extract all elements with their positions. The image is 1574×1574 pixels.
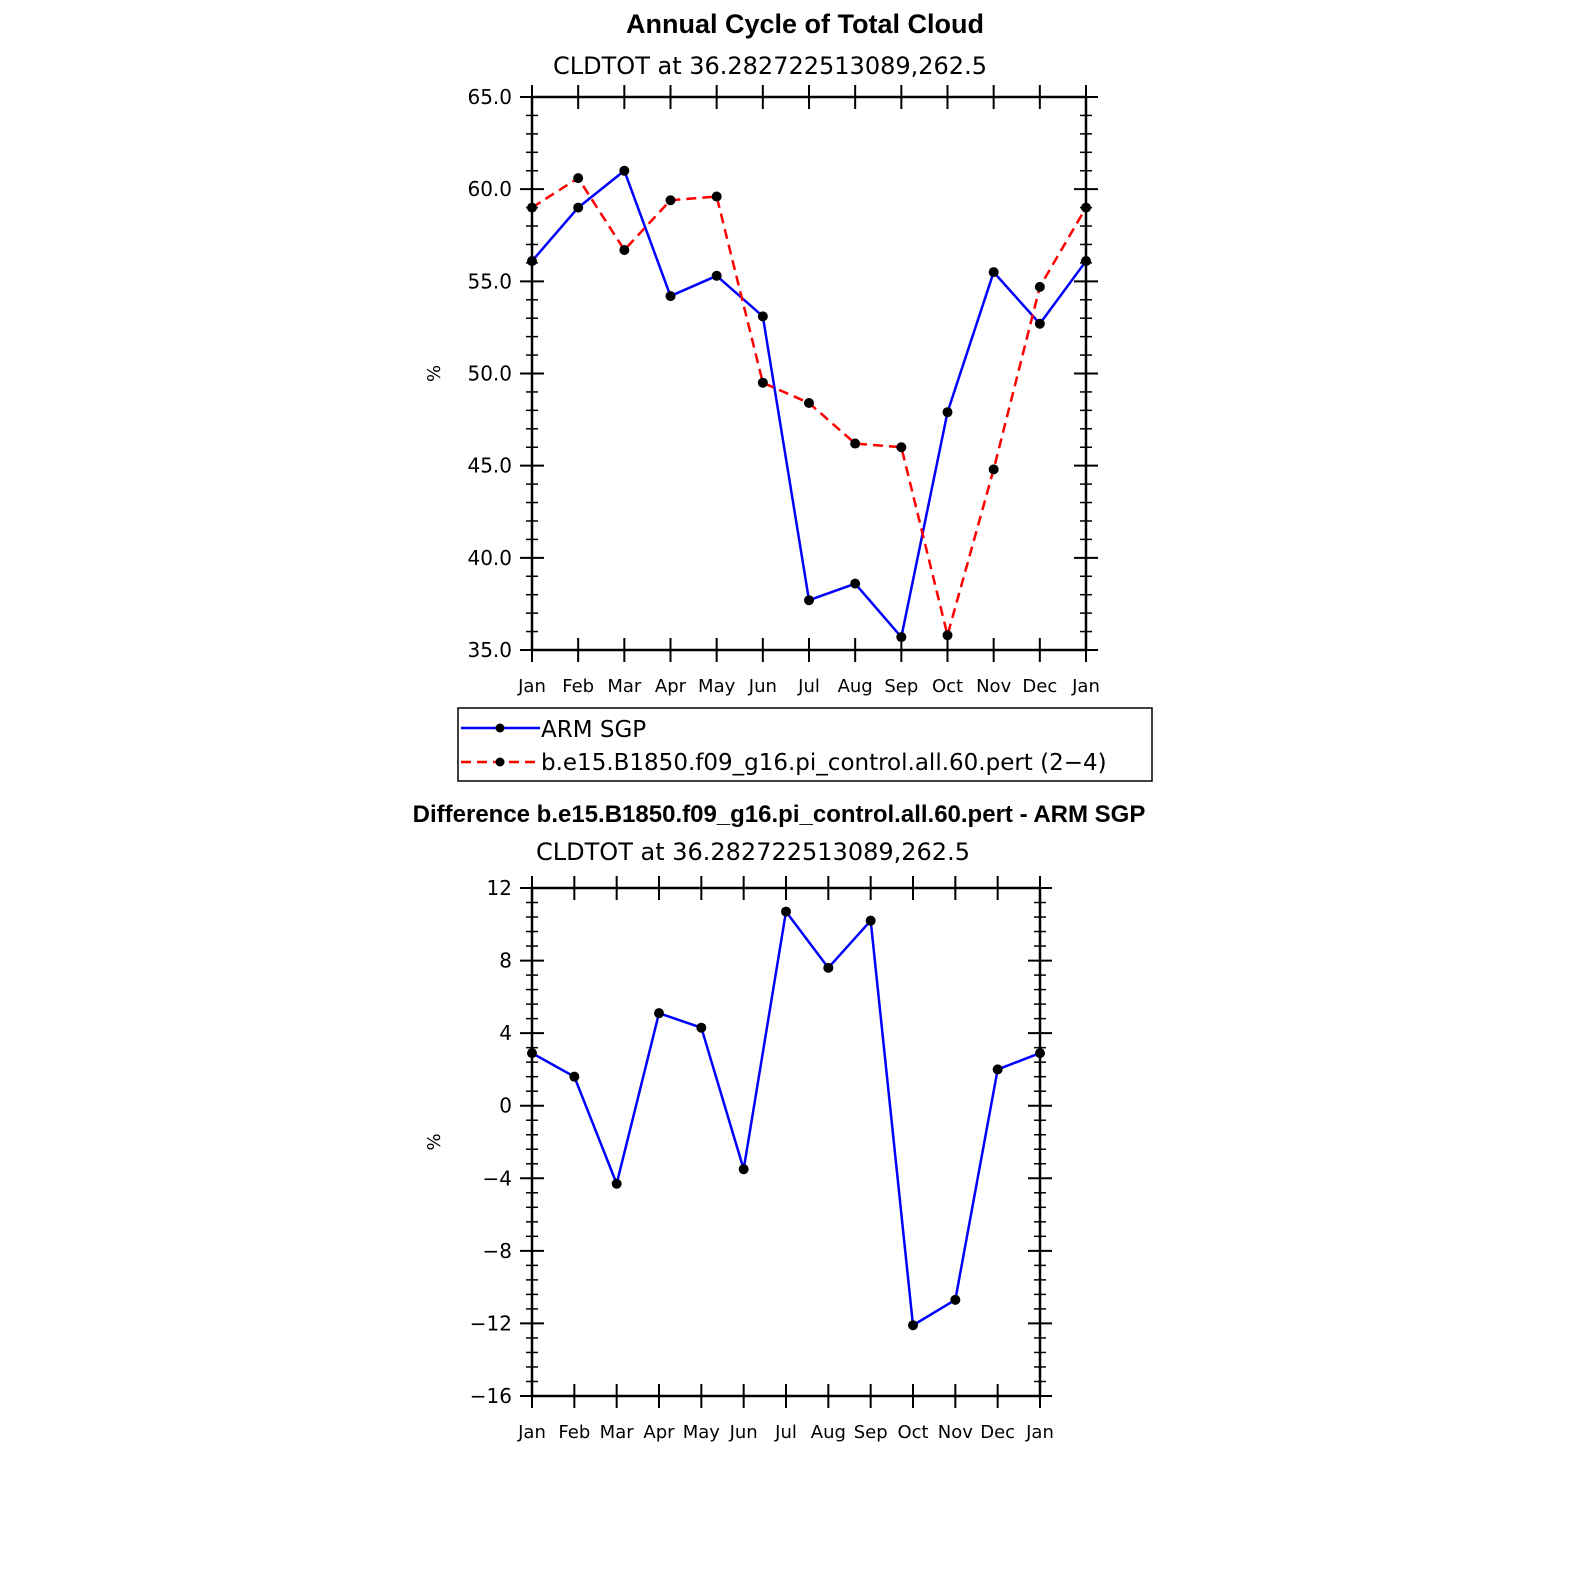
legend-marker-model: [495, 757, 505, 767]
data-point: [1035, 1048, 1045, 1059]
data-point: [1081, 256, 1091, 267]
y-tick-label: 12: [487, 876, 512, 900]
legend-label-arm: ARM SGP: [541, 717, 646, 743]
y-tick-label: 35.0: [467, 638, 512, 662]
y-tick-label: −8: [483, 1239, 512, 1263]
data-point: [696, 1022, 707, 1033]
data-point: [781, 906, 791, 917]
legend-marker-arm: [495, 723, 505, 733]
x-tick-label: Mar: [600, 1422, 635, 1443]
bottom-chart-title: Difference b.e15.B1850.f09_g16.pi_contro…: [413, 801, 1146, 828]
x-tick-label: Jun: [729, 1422, 758, 1443]
x-tick-label: Apr: [643, 1422, 675, 1443]
data-point: [619, 165, 630, 176]
data-point: [988, 464, 999, 475]
x-tick-label: Dec: [1022, 676, 1057, 697]
y-tick-label: −16: [470, 1384, 512, 1408]
y-tick-label: 60.0: [467, 177, 512, 201]
y-tick-label: −4: [483, 1166, 512, 1190]
data-point: [992, 1064, 1003, 1075]
legend-box: [457, 707, 1153, 782]
x-tick-label: Feb: [558, 1422, 590, 1443]
x-tick-label: Jun: [748, 676, 777, 697]
top-chart-subtitle: CLDTOT at 36.282722513089,262.5: [553, 52, 987, 80]
data-point: [950, 1294, 961, 1305]
x-tick-label: Jan: [517, 1422, 546, 1443]
y-tick-label: 55.0: [467, 269, 512, 293]
x-tick-label: Sep: [884, 676, 918, 697]
data-point: [711, 191, 722, 202]
y-tick-label: 0: [499, 1094, 512, 1118]
y-tick-label: 45.0: [467, 454, 512, 478]
x-tick-label: Jul: [797, 676, 820, 697]
plot-frame: [530, 95, 1088, 652]
data-point: [665, 291, 676, 302]
data-point: [654, 1008, 664, 1019]
legend: ARM SGP b.e15.B1850.f09_g16.pi_control.a…: [457, 707, 1153, 782]
x-tick-label: Mar: [607, 676, 642, 697]
data-point: [896, 442, 907, 453]
data-point: [823, 962, 834, 973]
bottom-chart: −16 −12 −8 −4 0 4 8 12 Jan Feb Mar Apr May Jun Jul Aug S…: [424, 876, 1054, 1443]
data-point: [942, 407, 953, 418]
data-point: [1081, 202, 1091, 213]
data-point: [865, 915, 876, 926]
data-point: [573, 173, 584, 184]
x-tick-label: Nov: [976, 676, 1011, 697]
data-point: [908, 1320, 918, 1331]
x-tick-label: May: [683, 1422, 721, 1443]
data-point: [611, 1178, 622, 1189]
x-tick-label: Oct: [897, 1422, 928, 1443]
y-axis-label: %: [424, 1133, 445, 1150]
x-tick-label: Jan: [1071, 676, 1100, 697]
data-point: [850, 438, 861, 449]
plot-frame: [530, 886, 1042, 1398]
x-tick-label: Jan: [517, 676, 546, 697]
y-tick-label: 50.0: [467, 362, 512, 386]
x-tick-label: Dec: [980, 1422, 1015, 1443]
top-chart: 35.0 40.0 45.0 50.0 55.0 60.0 65.0 Jan Feb Mar Apr…: [424, 85, 1100, 697]
y-tick-label: −12: [470, 1311, 512, 1335]
x-tick-label: Jul: [774, 1422, 797, 1443]
x-tick-label: Oct: [932, 676, 963, 697]
data-point: [942, 630, 953, 641]
data-point: [738, 1164, 749, 1175]
data-point: [804, 595, 814, 606]
data-point: [619, 244, 630, 255]
data-point: [569, 1071, 580, 1082]
series-line: [531, 910, 1041, 1327]
data-point: [1034, 318, 1045, 329]
x-tick-label: Aug: [811, 1422, 846, 1443]
data-point: [665, 195, 676, 206]
y-tick-label: 8: [499, 949, 512, 973]
x-tick-label: Apr: [655, 676, 687, 697]
y-tick-label: 65.0: [467, 85, 512, 109]
x-tick-label: May: [698, 676, 736, 697]
data-point: [527, 202, 537, 213]
top-chart-title: Annual Cycle of Total Cloud: [626, 9, 984, 39]
x-tick-label: Aug: [838, 676, 873, 697]
y-tick-label: 40.0: [467, 546, 512, 570]
data-point: [573, 202, 584, 213]
bottom-chart-subtitle: CLDTOT at 36.282722513089,262.5: [536, 838, 970, 866]
data-point: [757, 311, 768, 322]
x-tick-label: Jan: [1025, 1422, 1054, 1443]
data-point: [757, 377, 768, 388]
data-point: [527, 1048, 537, 1059]
data-point: [527, 256, 537, 267]
legend-label-model: b.e15.B1850.f09_g16.pi_control.all.60.pe…: [541, 750, 1107, 776]
data-point: [804, 397, 814, 408]
x-tick-label: Nov: [938, 1422, 973, 1443]
y-axis-label: %: [424, 365, 445, 382]
data-point: [850, 578, 861, 589]
x-tick-label: Feb: [562, 676, 594, 697]
data-point: [988, 267, 999, 278]
x-tick-label: Sep: [854, 1422, 888, 1443]
data-point: [1034, 281, 1045, 292]
y-tick-label: 4: [499, 1021, 512, 1045]
data-point: [896, 632, 907, 643]
data-point: [711, 270, 722, 281]
